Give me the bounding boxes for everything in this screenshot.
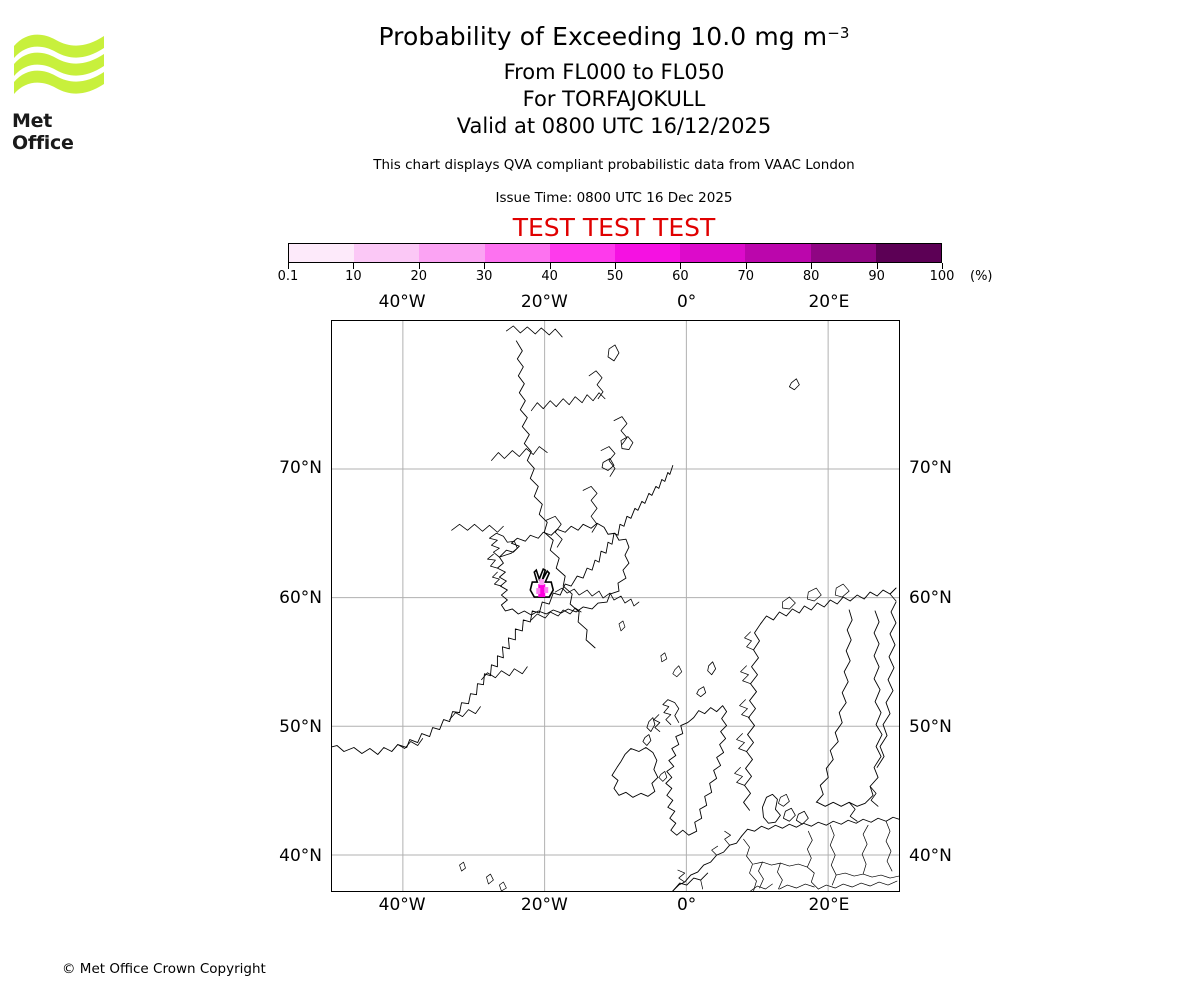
issue-time-text: Issue Time: 0800 UTC 16 Dec 2025 [495,190,733,206]
colorbar-label-10: 10 [345,269,362,284]
colorbar-tick-50 [615,263,616,269]
colorbar-label-60: 60 [672,269,689,284]
colorbar-label-80: 80 [802,269,820,284]
volcano-name: For TORFAJOKULL [522,87,706,111]
map-plot-area[interactable] [331,320,900,892]
title-block: Probability of Exceeding 10.0 mg m−3 Fro… [0,24,1200,137]
met-office-wordmark: Met Office [12,110,74,154]
colorbar-tick-80 [811,263,813,269]
colorbar-tick-60 [680,263,682,269]
colorbar-tick-30 [484,263,486,269]
colorbar-label-100: 100 [929,269,955,284]
copyright-text: © Met Office Crown Copyright [62,961,266,977]
met-office-logo: Met Office [12,26,112,154]
wave-logo-icon [14,34,104,94]
lat-label-right-60: 60°N [909,587,952,608]
colorbar-label-0.1: 0.1 [277,269,299,284]
colorbar-band-1 [354,244,420,262]
lon-label-top--20: 20°W [520,292,568,312]
lat-label-left-60: 60°N [279,587,322,608]
title-text: Probability of Exceeding 10.0 mg m [378,22,828,51]
lat-label-right-50: 50°N [909,716,952,737]
probability-colorbar: 0.1 10 20 30 40 50 60 70 80 90 100 [278,243,954,284]
colorbar-band-4 [549,244,616,262]
flight-level-range: From FL000 to FL050 [503,60,725,84]
lon-label-bottom-0: 0° [676,895,697,915]
map-gridlines [332,321,899,891]
colorbar-tick-10 [353,263,355,269]
colorbar-band-3 [484,244,550,262]
lat-label-left-50: 50°N [279,716,322,737]
colorbar-tick-40 [549,263,551,269]
coastlines-and-borders [332,325,899,891]
lon-label-bottom-20: 20°E [808,895,850,915]
lat-label-right-40: 40°N [909,845,952,866]
colorbar-tick-0.1 [288,263,289,269]
lat-label-left-40: 40°N [279,845,322,866]
lat-label-right-70: 70°N [909,458,952,479]
ash-plume-torfajokull [529,568,555,598]
colorbar-bands [288,243,942,263]
lon-label-top-0: 0° [676,292,697,312]
lat-label-left-70: 70°N [279,458,322,479]
colorbar-label-90: 90 [868,269,885,284]
colorbar-band-7 [745,244,811,262]
colorbar-band-6 [680,244,746,262]
colorbar-units-label: (%) [970,269,993,284]
title-exponent: −3 [827,24,850,42]
lon-label-bottom--40: 40°W [378,895,426,915]
colorbar-tick-20 [418,263,420,269]
colorbar-label-30: 30 [475,269,493,284]
colorbar-band-0 [289,244,355,262]
colorbar-label-20: 20 [410,269,428,284]
valid-time: Valid at 0800 UTC 16/12/2025 [456,114,772,138]
colorbar-label-70: 70 [737,269,755,284]
lon-label-bottom--20: 20°W [520,895,568,915]
colorbar-label-50: 50 [606,269,624,284]
map-canvas [332,321,899,891]
colorbar-tick-70 [745,263,747,269]
disclaimer-text: This chart displays QVA compliant probab… [373,157,855,173]
colorbar-label-40: 40 [541,269,558,284]
colorbar-tick-90 [876,263,878,269]
colorbar-tick-100 [942,263,943,269]
colorbar-band-9 [875,244,942,262]
page-title: Probability of Exceeding 10.0 mg m−3 [0,24,1200,56]
test-banner: TEST TEST TEST [512,213,716,242]
lon-label-top-20: 20°E [808,292,850,312]
colorbar-band-5 [615,244,681,262]
colorbar-band-8 [810,244,876,262]
colorbar-band-2 [419,244,485,262]
lon-label-top--40: 40°W [378,292,426,312]
